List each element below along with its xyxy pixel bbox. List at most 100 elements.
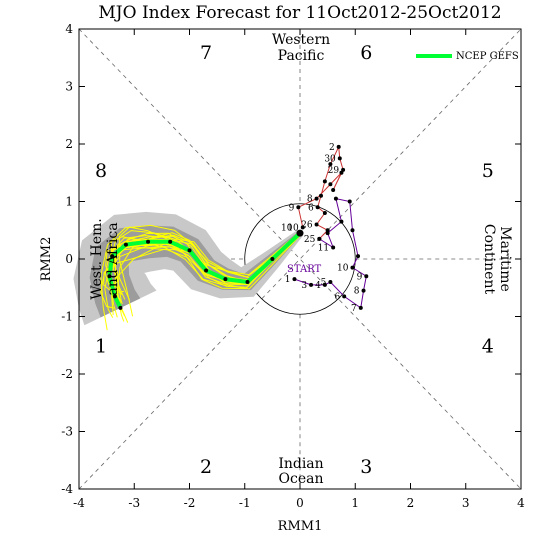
ensemble-mean-point	[146, 239, 151, 244]
ensemble-mean-point	[270, 257, 275, 261]
observed-oct-point	[339, 219, 344, 224]
x-tick-label: 2	[407, 496, 415, 510]
ensemble-mean-point	[112, 294, 117, 299]
y-tick-label: -3	[61, 425, 73, 439]
x-tick-label: -3	[128, 496, 140, 510]
unit-circle	[244, 203, 356, 315]
observed-oct-point	[322, 282, 327, 287]
observed-sep-point	[325, 228, 330, 233]
observed-sep-point	[328, 162, 333, 167]
observed-oct-date-label: 8	[354, 287, 360, 297]
y-tick-label: 4	[65, 22, 73, 36]
observed-oct-point	[358, 305, 363, 310]
phase-label: 5	[482, 160, 494, 182]
x-tick-label: 3	[462, 496, 470, 510]
observed-oct-point	[292, 277, 297, 282]
x-tick-label: 1	[351, 496, 359, 510]
observed-sep-point	[318, 193, 323, 198]
y-tick-label: -1	[61, 310, 73, 324]
observed-sep-point	[341, 167, 346, 172]
observed-oct-point	[347, 199, 352, 204]
observed-sep-date-label: 29	[328, 166, 340, 176]
region-bottom-line1: Indian	[278, 456, 323, 472]
phase-label: 1	[95, 335, 107, 357]
observed-oct-point	[350, 265, 355, 270]
observed-oct-date-label: 11	[318, 244, 329, 254]
legend: NCEP GEFS	[416, 51, 519, 62]
observed-sep-date-label: 10	[287, 223, 299, 233]
y-axis-label: RMM2	[39, 237, 54, 282]
observed-sep-point	[331, 188, 336, 192]
region-top: Western Pacific	[272, 32, 330, 64]
observed-sep-point	[314, 196, 319, 201]
observed-sep-date-label: 6	[308, 203, 314, 213]
y-tick-label: 0	[65, 252, 73, 266]
phase-label: 4	[482, 335, 494, 357]
ensemble-mean-point	[187, 248, 192, 253]
observed-sep-point	[322, 179, 327, 184]
observed-oct-point	[350, 228, 355, 233]
phase-label: 8	[95, 160, 107, 182]
observed-sep-point	[296, 205, 301, 210]
observed-sep-date-label: 9	[289, 203, 295, 213]
region-left-line2: and Africa	[105, 222, 121, 295]
observed-oct-date-label: 5	[321, 278, 327, 288]
region-right-line2: Continent	[481, 224, 497, 295]
observed-oct-point	[309, 282, 314, 287]
x-tick-label: -4	[73, 496, 85, 510]
y-tick-label: -2	[61, 367, 73, 381]
ensemble-member-line	[100, 224, 301, 331]
ensemble-member-line	[103, 231, 301, 294]
observed-oct-date-label: 6	[334, 292, 340, 302]
observed-oct-point	[331, 245, 336, 250]
region-top-line1: Western	[272, 32, 330, 48]
observed-sep-date-label: 25	[304, 235, 316, 245]
observed-sep-date-label: 8	[307, 195, 313, 205]
x-axis-label: RMM1	[278, 519, 323, 534]
ensemble-mean-point	[107, 274, 112, 279]
diagonal-line	[78, 28, 522, 490]
ensemble-mean-point	[123, 242, 128, 247]
ensemble-mean-point	[110, 254, 115, 259]
observed-oct-date-label: 3	[301, 281, 307, 291]
observed-sep-point	[336, 144, 341, 149]
observed-oct-date-label: 4	[315, 281, 321, 291]
diagonal-line	[78, 28, 522, 490]
region-right: Maritime Continent	[481, 224, 513, 295]
ensemble-mean-point	[245, 280, 250, 284]
region-left-line1: West. Hem.	[89, 218, 105, 299]
chart-title: MJO Index Forecast for 11Oct2012-25Oct20…	[98, 3, 501, 23]
y-tick-label: 1	[65, 195, 73, 209]
ensemble-mean-point	[296, 229, 304, 237]
phase-label: 7	[200, 42, 212, 64]
observed-sep-point	[314, 222, 319, 227]
phase-label: 2	[200, 456, 212, 478]
observed-sep-point	[337, 156, 342, 161]
observed-oct-point	[328, 280, 333, 284]
phase-label: 3	[360, 456, 372, 478]
ensemble-mean-point	[204, 268, 209, 273]
region-bottom: Indian Ocean	[278, 456, 323, 487]
y-tick-label: -4	[61, 482, 73, 496]
observed-oct-point	[342, 294, 347, 299]
y-tick-label: 3	[65, 80, 73, 94]
observed-sep-date-label: 26	[301, 221, 313, 231]
observed-oct-point	[364, 274, 369, 279]
region-top-line2: Pacific	[278, 48, 325, 64]
start-label: START	[287, 264, 322, 275]
observed-sep-point	[328, 182, 333, 187]
region-bottom-line2: Ocean	[279, 471, 324, 487]
observed-oct-point	[325, 231, 330, 236]
ensemble-mean-point	[118, 305, 123, 310]
observed-oct-date-label: 10	[337, 264, 349, 274]
region-left: West. Hem. and Africa	[89, 218, 121, 299]
observed-oct-point	[317, 236, 322, 241]
observed-oct-date-label: 9	[357, 272, 363, 282]
observed-sep-point	[315, 205, 320, 210]
observed-sep-date-label: 2	[329, 143, 335, 153]
x-tick-label: 4	[517, 496, 525, 510]
region-right-line1: Maritime	[497, 226, 513, 292]
observed-oct-point	[361, 288, 366, 293]
forecast-date-label: 10	[281, 223, 293, 233]
